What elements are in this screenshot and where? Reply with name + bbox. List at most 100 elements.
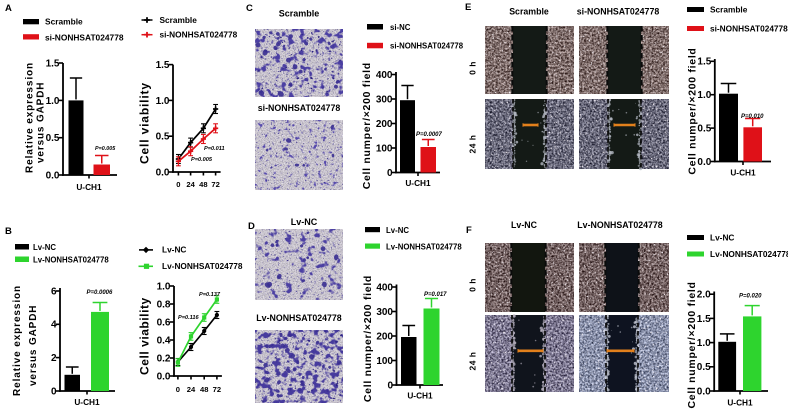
svg-text:Scramble: Scramble <box>509 7 549 17</box>
svg-text:P=0.0007: P=0.0007 <box>416 132 443 138</box>
svg-text:0.5: 0.5 <box>46 133 60 144</box>
svg-text:Cell numper/×200 field: Cell numper/×200 field <box>361 62 373 189</box>
svg-text:4: 4 <box>51 320 57 331</box>
svg-text:Lv-NONHSAT024778: Lv-NONHSAT024778 <box>386 242 462 251</box>
svg-text:0.0: 0.0 <box>697 157 711 168</box>
svg-text:0: 0 <box>387 168 393 179</box>
svg-text:si-NONHSAT024778: si-NONHSAT024778 <box>258 103 341 113</box>
svg-text:24 h: 24 h <box>468 351 478 370</box>
svg-text:versus GAPDH: versus GAPDH <box>36 82 47 163</box>
svg-text:si-NC: si-NC <box>390 23 411 32</box>
svg-text:si-NONHSAT024778: si-NONHSAT024778 <box>577 7 660 17</box>
svg-text:P=0.020: P=0.020 <box>739 294 762 300</box>
svg-text:1.0: 1.0 <box>697 338 711 349</box>
svg-text:300: 300 <box>376 307 393 318</box>
svg-text:si-NONHSAT024778: si-NONHSAT024778 <box>390 42 464 51</box>
svg-text:0: 0 <box>387 380 393 391</box>
svg-text:1.5: 1.5 <box>46 58 60 69</box>
svg-text:1.5: 1.5 <box>697 314 711 325</box>
svg-text:100: 100 <box>376 356 393 367</box>
svg-text:6: 6 <box>51 286 57 297</box>
svg-text:0.0: 0.0 <box>156 167 170 178</box>
svg-text:1.0: 1.0 <box>156 96 170 107</box>
svg-text:0.5: 0.5 <box>697 124 711 135</box>
svg-text:0.0: 0.0 <box>157 371 171 382</box>
svg-text:400: 400 <box>376 70 393 81</box>
svg-text:100: 100 <box>376 143 393 154</box>
svg-text:0.8: 0.8 <box>157 299 171 310</box>
svg-text:0.4: 0.4 <box>157 335 171 346</box>
svg-text:U-CH1: U-CH1 <box>730 168 756 178</box>
svg-text:200: 200 <box>376 331 393 342</box>
svg-text:si-NONHSAT024778: si-NONHSAT024778 <box>45 33 124 43</box>
svg-text:si-NONHSAT024778: si-NONHSAT024778 <box>160 30 238 40</box>
svg-text:72: 72 <box>211 180 219 189</box>
svg-text:A: A <box>5 3 12 14</box>
svg-text:Lv-NONHSAT024778: Lv-NONHSAT024778 <box>33 256 109 265</box>
svg-text:Lv-NC: Lv-NC <box>386 226 409 235</box>
svg-text:Scramble: Scramble <box>160 15 198 25</box>
svg-text:0.5: 0.5 <box>697 362 711 373</box>
svg-text:Lv-NONHSAT024778: Lv-NONHSAT024778 <box>162 261 243 271</box>
svg-text:72: 72 <box>213 385 221 394</box>
svg-text:0.5: 0.5 <box>156 132 170 143</box>
svg-text:Lv-NC: Lv-NC <box>291 217 318 227</box>
svg-text:Relative expression: Relative expression <box>25 62 36 173</box>
svg-text:400: 400 <box>376 282 393 293</box>
svg-text:si-NONHSAT024778: si-NONHSAT024778 <box>710 24 788 34</box>
svg-text:0.2: 0.2 <box>157 353 171 364</box>
svg-text:P=0.017: P=0.017 <box>424 292 447 298</box>
svg-text:Cell numper/×200 field: Cell numper/×200 field <box>362 275 374 402</box>
svg-text:1.0: 1.0 <box>697 90 711 101</box>
svg-text:2: 2 <box>51 353 57 364</box>
svg-text:F: F <box>466 225 472 236</box>
svg-text:P=0.116: P=0.116 <box>178 315 199 321</box>
svg-text:24: 24 <box>186 180 195 189</box>
svg-text:Cell numper/×200 field: Cell numper/×200 field <box>686 281 698 408</box>
svg-text:U-CH1: U-CH1 <box>405 178 431 188</box>
svg-text:300: 300 <box>376 94 393 105</box>
svg-text:versus GAPDH: versus GAPDH <box>28 305 39 386</box>
svg-text:Scramble: Scramble <box>710 5 748 15</box>
svg-text:0 h: 0 h <box>468 61 478 75</box>
svg-text:Scramble: Scramble <box>45 17 83 27</box>
svg-text:C: C <box>246 3 253 14</box>
svg-text:0.0: 0.0 <box>46 170 60 181</box>
svg-text:U-CH1: U-CH1 <box>407 391 433 401</box>
svg-text:U-CH1: U-CH1 <box>74 397 100 407</box>
svg-text:P=0.137: P=0.137 <box>199 292 221 298</box>
svg-text:0 h: 0 h <box>468 278 478 292</box>
svg-text:1.0: 1.0 <box>46 96 60 107</box>
svg-text:48: 48 <box>199 180 207 189</box>
svg-text:Scramble: Scramble <box>279 9 320 19</box>
svg-text:P=0.011: P=0.011 <box>204 146 225 152</box>
svg-text:P=0.005: P=0.005 <box>95 146 116 152</box>
svg-text:2.0: 2.0 <box>697 290 711 301</box>
svg-text:U-CH1: U-CH1 <box>727 398 753 408</box>
svg-text:48: 48 <box>200 385 208 394</box>
svg-text:Lv-NC: Lv-NC <box>33 243 56 252</box>
svg-text:Lv-NC: Lv-NC <box>162 245 186 255</box>
svg-text:0: 0 <box>51 386 57 397</box>
svg-text:0: 0 <box>176 180 180 189</box>
svg-text:P=0.005: P=0.005 <box>191 157 213 163</box>
svg-text:24 h: 24 h <box>468 134 478 153</box>
svg-text:200: 200 <box>376 119 393 130</box>
svg-text:P=0.010: P=0.010 <box>741 114 764 120</box>
svg-text:D: D <box>248 221 255 232</box>
svg-text:24: 24 <box>187 385 196 394</box>
svg-text:0: 0 <box>176 385 180 394</box>
svg-text:1.5: 1.5 <box>697 57 711 68</box>
svg-text:Cell viability: Cell viability <box>138 297 152 375</box>
svg-text:1.5: 1.5 <box>156 60 170 71</box>
svg-text:Cell viability: Cell viability <box>138 82 152 164</box>
svg-text:Lv-NONHSAT024778: Lv-NONHSAT024778 <box>577 220 662 230</box>
svg-text:P=0.0006: P=0.0006 <box>87 290 114 296</box>
svg-text:Lv-NONHSAT024778: Lv-NONHSAT024778 <box>710 249 788 259</box>
svg-text:E: E <box>465 2 471 13</box>
svg-text:0.6: 0.6 <box>157 317 171 328</box>
svg-text:1.0: 1.0 <box>157 281 171 292</box>
svg-text:Relative expression: Relative expression <box>12 285 23 396</box>
svg-text:Lv-NONHSAT024778: Lv-NONHSAT024778 <box>256 313 341 323</box>
svg-text:U-CH1: U-CH1 <box>76 182 102 192</box>
